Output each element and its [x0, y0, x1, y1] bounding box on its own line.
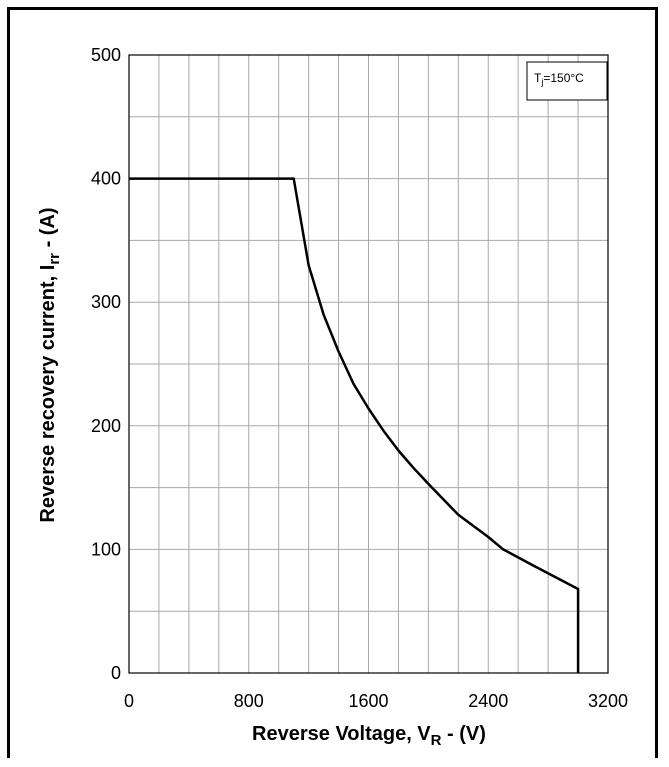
y-axis-title: Reverse recovery current, Irr - (A) [37, 207, 63, 522]
y-tick-label: 200 [91, 416, 121, 436]
x-tick-label: 2400 [468, 691, 508, 711]
legend-label-main: T [534, 71, 542, 85]
y-tick-label: 0 [111, 663, 121, 683]
y-tick-labels: 0 100 200 300 400 500 [91, 45, 121, 683]
x-tick-label: 0 [124, 691, 134, 711]
legend-label-sub: j [540, 77, 543, 87]
y-axis-title-main: Reverse recovery current, I [37, 265, 59, 523]
legend-label-tail: =150°C [543, 71, 584, 85]
legend-label: Tj=150°C [534, 71, 584, 87]
x-axis-title-tail: - (V) [442, 723, 486, 745]
y-tick-label: 400 [91, 169, 121, 189]
plot-area-border [128, 54, 609, 674]
y-axis-title-sub: rr [46, 253, 63, 265]
x-tick-labels: 0 800 1600 2400 3200 [124, 691, 628, 711]
y-axis-title-tail: - (A) [37, 207, 59, 253]
x-tick-label: 800 [234, 691, 264, 711]
x-tick-label: 3200 [588, 691, 628, 711]
chart-frame [7, 7, 658, 758]
x-axis-title: Reverse Voltage, VR - (V) [252, 723, 486, 749]
y-tick-label: 300 [91, 292, 121, 312]
grid-lines [128, 54, 609, 674]
legend-box: Tj=150°C [526, 61, 608, 101]
series-line [129, 177, 580, 673]
x-tick-label: 1600 [348, 691, 388, 711]
y-tick-label: 100 [91, 539, 121, 559]
x-axis-title-sub: R [431, 732, 442, 749]
x-axis-title-main: Reverse Voltage, V [252, 723, 431, 745]
y-tick-label: 500 [91, 45, 121, 65]
